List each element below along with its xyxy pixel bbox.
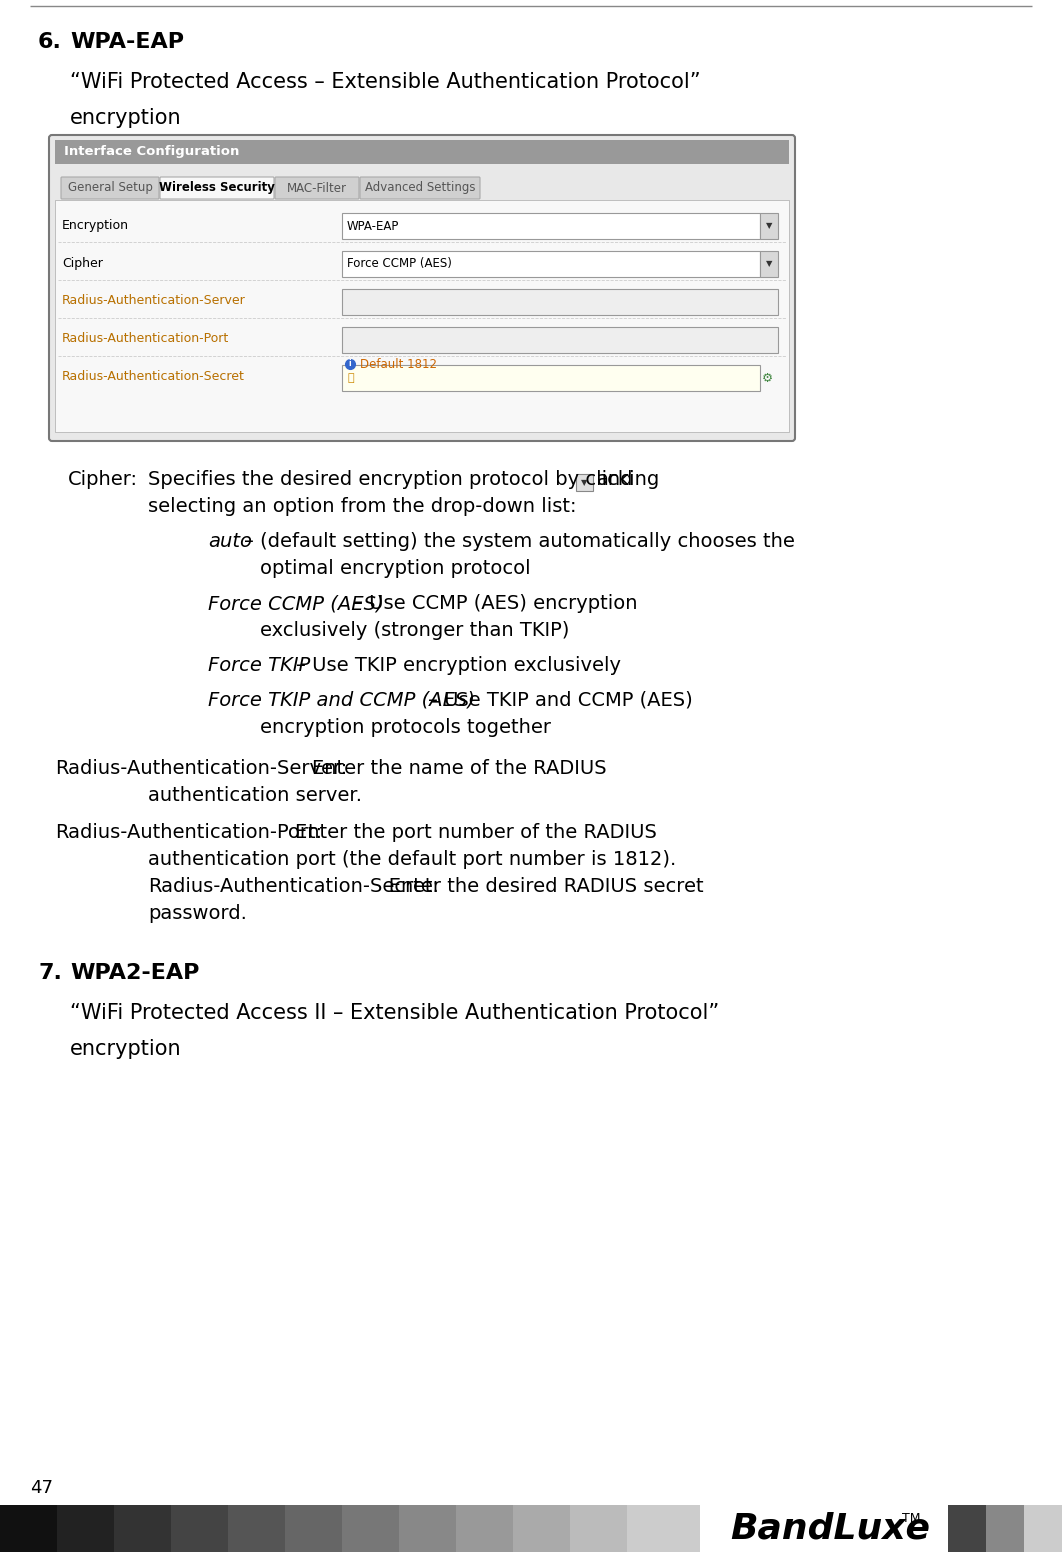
Text: authentication port (the default port number is 1812).: authentication port (the default port nu… [148,850,676,869]
FancyBboxPatch shape [275,177,359,199]
Bar [399,1505,456,1552]
Bar [456,1505,513,1552]
Text: TM: TM [902,1512,921,1526]
FancyBboxPatch shape [49,135,795,441]
Text: – Use TKIP and CCMP (AES): – Use TKIP and CCMP (AES) [428,691,692,709]
Text: WPA2-EAP: WPA2-EAP [70,962,200,982]
FancyBboxPatch shape [61,177,159,199]
Text: Wireless Security: Wireless Security [159,182,275,194]
Text: 🔑: 🔑 [348,372,355,383]
Text: Radius-Authentication-Port: Radius-Authentication-Port [62,332,229,346]
Bar [228,1505,285,1552]
Text: Force TKIP and CCMP (AES): Force TKIP and CCMP (AES) [208,691,475,709]
Text: Enter the port number of the RADIUS: Enter the port number of the RADIUS [295,823,657,843]
Bar [342,365,760,391]
Text: – (default setting) the system automatically chooses the: – (default setting) the system automatic… [244,532,794,551]
Text: “WiFi Protected Access II – Extensible Authentication Protocol”: “WiFi Protected Access II – Extensible A… [70,1003,719,1023]
Text: Encryption: Encryption [62,219,129,231]
Bar [342,289,778,315]
Text: General Setup: General Setup [68,182,153,194]
Bar [55,200,789,431]
Text: Force TKIP: Force TKIP [208,656,310,675]
Text: ▼: ▼ [766,259,772,268]
Bar [1024,1505,1062,1552]
Text: Cipher: Cipher [62,256,103,270]
Text: Force CCMP (AES): Force CCMP (AES) [347,258,451,270]
Text: Advanced Settings: Advanced Settings [364,182,476,194]
Text: Radius-Authentication-Secret: Radius-Authentication-Secret [62,371,245,383]
Text: Force CCMP (AES): Force CCMP (AES) [208,594,383,613]
Bar [986,1505,1024,1552]
Text: auto: auto [208,532,252,551]
Text: password.: password. [148,903,246,923]
Bar [342,1505,399,1552]
Text: exclusively (stronger than TKIP): exclusively (stronger than TKIP) [260,621,569,639]
Bar [760,213,778,239]
Text: BandLuxe: BandLuxe [730,1512,930,1546]
Text: Default 1812: Default 1812 [360,357,436,371]
Text: MAC-Filter: MAC-Filter [287,182,347,194]
Text: encryption: encryption [70,109,182,127]
Text: encryption protocols together: encryption protocols together [260,719,551,737]
Text: ▼: ▼ [581,478,587,487]
Text: i: i [348,360,352,368]
Text: selecting an option from the drop-down list:: selecting an option from the drop-down l… [148,497,577,515]
Bar [700,1505,948,1552]
Bar [627,1505,700,1552]
Text: ⚙: ⚙ [761,371,773,385]
Text: authentication server.: authentication server. [148,785,362,805]
Text: Specifies the desired encryption protocol by clicking: Specifies the desired encryption protoco… [148,470,660,489]
Text: WPA-EAP: WPA-EAP [347,219,399,233]
Bar [55,140,789,165]
Text: ▼: ▼ [766,222,772,231]
Bar [342,327,778,352]
Text: 47: 47 [30,1479,53,1498]
Text: 6.: 6. [38,33,62,53]
Bar [513,1505,570,1552]
Bar [570,1505,627,1552]
FancyBboxPatch shape [360,177,480,199]
Text: – Use TKIP encryption exclusively: – Use TKIP encryption exclusively [296,656,621,675]
Bar [171,1505,228,1552]
Text: Interface Configuration: Interface Configuration [64,146,239,158]
Bar [57,1505,114,1552]
Bar [285,1505,342,1552]
Bar [342,213,760,239]
Text: Radius-Authentication-Secret:: Radius-Authentication-Secret: [148,877,439,896]
Text: optimal encryption protocol: optimal encryption protocol [260,559,531,577]
Text: Radius-Authentication-Server:: Radius-Authentication-Server: [55,759,347,778]
Text: Enter the desired RADIUS secret: Enter the desired RADIUS secret [370,877,704,896]
Text: WPA-EAP: WPA-EAP [70,33,184,53]
Text: – Use CCMP (AES) encryption: – Use CCMP (AES) encryption [353,594,637,613]
Text: 7.: 7. [38,962,62,982]
Bar [948,1505,986,1552]
Text: Enter the name of the RADIUS: Enter the name of the RADIUS [312,759,606,778]
Bar [760,251,778,276]
Bar [114,1505,171,1552]
Text: and: and [597,470,634,489]
Bar [342,251,760,276]
Text: “WiFi Protected Access – Extensible Authentication Protocol”: “WiFi Protected Access – Extensible Auth… [70,71,701,92]
Text: Cipher:: Cipher: [68,470,138,489]
Text: Radius-Authentication-Server: Radius-Authentication-Server [62,295,245,307]
Text: encryption: encryption [70,1038,182,1058]
Text: Radius-Authentication-Port:: Radius-Authentication-Port: [55,823,322,843]
Bar [576,473,593,490]
FancyBboxPatch shape [160,177,274,199]
Bar [0,1505,57,1552]
